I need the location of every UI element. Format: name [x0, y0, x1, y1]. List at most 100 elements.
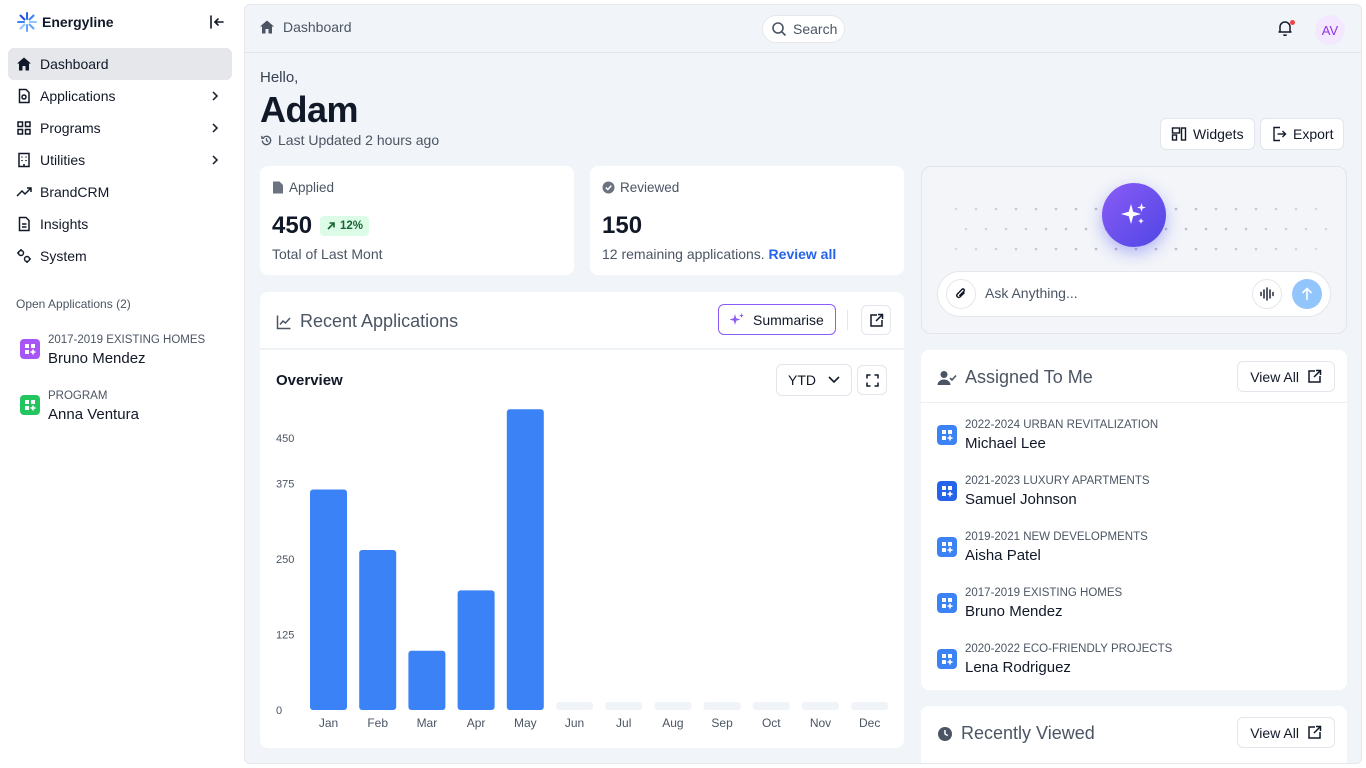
summarise-button[interactable]: Summarise — [718, 304, 836, 335]
x-tick-label: Mar — [417, 716, 438, 730]
range-select[interactable]: YTD — [776, 364, 852, 396]
bar[interactable] — [605, 702, 643, 710]
x-tick-label: Aug — [662, 716, 683, 730]
range-value: YTD — [788, 372, 816, 388]
bar[interactable] — [457, 590, 495, 710]
audio-wave-icon — [1260, 287, 1274, 301]
y-tick-label: 375 — [276, 479, 294, 491]
program-grid-icon — [937, 593, 957, 613]
export-button[interactable]: Export — [1260, 118, 1345, 150]
widgets-button[interactable]: Widgets — [1160, 118, 1255, 150]
brand[interactable]: Energyline — [16, 10, 114, 34]
collapse-sidebar-icon[interactable] — [208, 13, 226, 31]
pattern-dot — [1194, 207, 1198, 211]
y-tick-label: 125 — [276, 630, 294, 642]
notifications-button[interactable] — [1277, 19, 1295, 39]
pattern-dot — [1074, 207, 1078, 211]
bar[interactable] — [703, 702, 741, 710]
ask-bar — [937, 271, 1331, 317]
bar[interactable] — [408, 650, 446, 710]
pattern-dot — [1004, 227, 1008, 231]
open-application-item[interactable]: PROGRAM Anna Ventura — [20, 387, 235, 431]
pattern-dot — [1254, 247, 1258, 251]
bar[interactable] — [359, 549, 397, 710]
ask-input[interactable] — [985, 285, 1245, 301]
voice-button[interactable] — [1252, 279, 1282, 309]
brand-name: Energyline — [42, 14, 114, 30]
file-icon — [16, 88, 32, 104]
list-item[interactable]: 2017-2019 EXISTING HOMES Bruno Mendez — [937, 584, 1337, 628]
pattern-dot — [954, 207, 958, 211]
list-item[interactable]: 2021-2023 LUXURY APARTMENTS Samuel Johns… — [937, 472, 1337, 516]
sidebar-item-dashboard[interactable]: Dashboard — [8, 48, 232, 80]
bar[interactable] — [556, 702, 593, 710]
sidebar-item-label: Utilities — [40, 152, 86, 168]
sidebar-item-applications[interactable]: Applications — [8, 80, 232, 112]
reviewed-value: 150 — [602, 212, 643, 239]
x-tick-label: Jan — [319, 716, 338, 730]
section-divider — [921, 402, 1347, 403]
breadcrumb[interactable]: Dashboard — [259, 19, 352, 35]
export-label: Export — [1293, 126, 1334, 142]
bar[interactable] — [654, 702, 692, 710]
external-link-icon — [1308, 725, 1322, 739]
bar[interactable] — [752, 702, 790, 710]
sidebar-item-programs[interactable]: Programs — [8, 112, 232, 144]
list-item[interactable]: 2022-2024 URBAN REVITALIZATION Michael L… — [937, 416, 1337, 460]
open-external-button[interactable] — [861, 305, 891, 335]
pattern-dot — [1034, 207, 1038, 211]
recently-viewed-card: Recently Viewed View All — [921, 706, 1347, 763]
list-item-category: 2022-2024 URBAN REVITALIZATION — [965, 419, 1159, 431]
pattern-dot — [974, 247, 978, 251]
pattern-dot — [1114, 247, 1118, 251]
program-grid-icon — [937, 537, 957, 557]
bar[interactable] — [802, 702, 839, 710]
reviewed-label: Reviewed — [602, 180, 679, 195]
pattern-dot — [984, 227, 988, 231]
reviewed-label-text: Reviewed — [620, 180, 680, 195]
chevron-right-icon — [212, 155, 219, 165]
send-button[interactable] — [1292, 279, 1322, 309]
attach-button[interactable] — [946, 279, 976, 309]
assigned-view-all-button[interactable]: View All — [1237, 361, 1335, 392]
sidebar-item-label: Insights — [40, 216, 89, 232]
assigned-title: Assigned To Me — [937, 367, 1093, 388]
fullscreen-button[interactable] — [857, 365, 887, 395]
x-tick-label: Jun — [565, 716, 584, 730]
list-item[interactable]: 2019-2021 NEW DEVELOPMENTS Aisha Patel — [937, 528, 1337, 572]
review-all-link[interactable]: Review all — [768, 246, 837, 262]
list-item[interactable]: 2020-2022 ECO-FRIENDLY PROJECTS Lena Rod… — [937, 640, 1337, 684]
chevron-right-icon — [212, 123, 219, 133]
trend-badge: 12% — [320, 216, 370, 236]
open-application-category: PROGRAM — [48, 390, 108, 402]
assigned-to-me-card: Assigned To Me View All 2022-2024 URBAN … — [921, 350, 1347, 690]
pattern-dot — [954, 247, 958, 251]
bar[interactable] — [310, 489, 347, 710]
chevron-down-icon — [828, 376, 840, 384]
pattern-dot — [1024, 227, 1028, 231]
bar[interactable] — [851, 702, 889, 710]
grid-icon — [16, 120, 32, 136]
search-button[interactable]: Search — [762, 15, 845, 43]
recently-viewed-view-all-button[interactable]: View All — [1237, 717, 1335, 748]
pattern-dot — [1324, 227, 1328, 231]
sidebar-item-system[interactable]: System — [8, 240, 232, 272]
divider — [847, 310, 848, 330]
list-item-name: Bruno Mendez — [965, 603, 1063, 620]
applications-bar-chart: 0 125 250 375 450 Jan Feb Mar Apr May Jun Jul Aug Sep… — [276, 409, 889, 730]
pattern-dot — [1234, 247, 1238, 251]
overview-title: Overview — [276, 372, 343, 389]
last-updated-text: Last Updated 2 hours ago — [278, 132, 440, 148]
avatar[interactable]: AV — [1315, 15, 1345, 45]
sidebar-item-insights[interactable]: Insights — [8, 208, 232, 240]
open-application-item[interactable]: 2017-2019 EXISTING HOMES Bruno Mendez — [20, 331, 235, 375]
ai-orb[interactable] — [1102, 183, 1166, 247]
bar[interactable] — [506, 409, 544, 710]
sidebar-item-brandcrm[interactable]: BrandCRM — [8, 176, 232, 208]
recent-applications-title: Recent Applications — [276, 311, 458, 332]
recent-applications-title-text: Recent Applications — [300, 311, 459, 331]
sidebar-item-utilities[interactable]: Utilities — [8, 144, 232, 176]
external-link-icon — [869, 313, 883, 327]
pattern-dot — [994, 207, 998, 211]
list-item-category: 2021-2023 LUXURY APARTMENTS — [965, 475, 1150, 487]
